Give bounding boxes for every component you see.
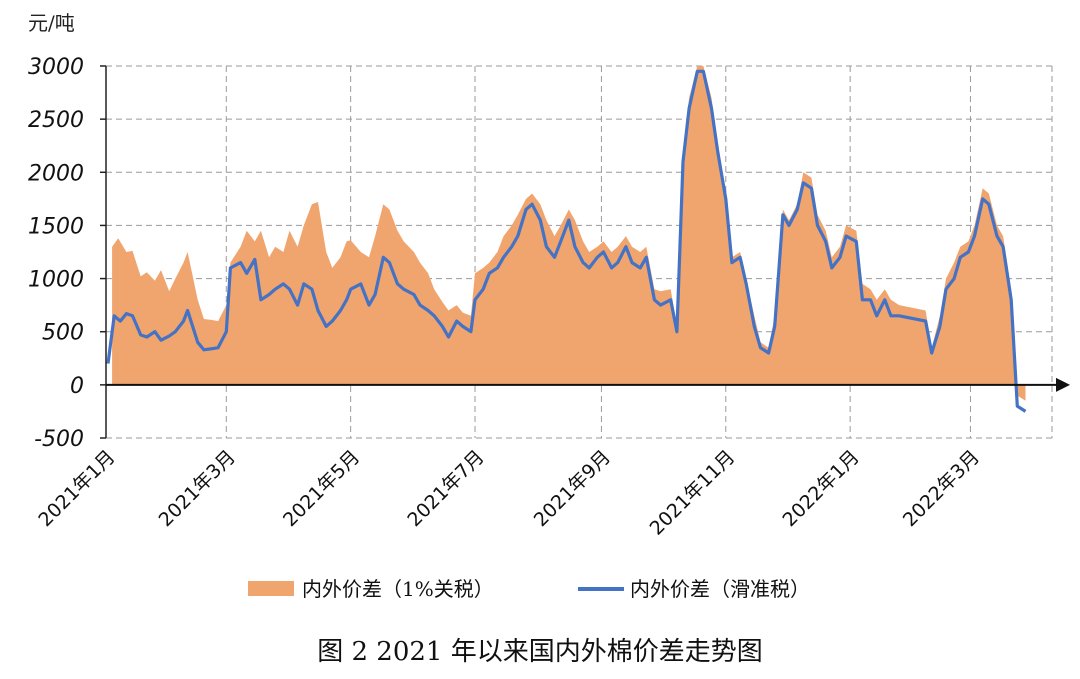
x-tick-label: 2021年5月 <box>279 446 364 531</box>
y-tick-label: -500 <box>34 427 84 452</box>
y-tick-label: 3000 <box>28 55 84 80</box>
x-tick-label: 2021年9月 <box>530 446 615 531</box>
series-line-sliding-tariff <box>106 69 1027 413</box>
y-tick-label: 500 <box>42 321 84 346</box>
y-tick-label: 1000 <box>28 268 84 293</box>
line-layer <box>106 69 1027 413</box>
x-tick-label: 2022年1月 <box>779 446 864 531</box>
x-tick-label: 2021年1月 <box>34 446 119 531</box>
x-tick-label: 2021年3月 <box>155 446 240 531</box>
legend-swatch-area <box>248 581 294 596</box>
area-layer <box>112 66 1026 401</box>
y-tick-label: 2500 <box>28 108 84 133</box>
x-tick-label: 2022年3月 <box>899 446 984 531</box>
y-tick-label: 2000 <box>28 161 84 186</box>
y-tick-label: 1500 <box>28 214 84 239</box>
figure-caption: 图 2 2021 年以来国内外棉价差走势图 <box>317 637 763 667</box>
series-area-1pct-tariff <box>112 66 1026 401</box>
legend-label-area: 内外价差（1%关税） <box>302 577 494 601</box>
x-axis-arrow <box>1056 377 1070 392</box>
y-tick-label: 0 <box>70 374 84 399</box>
x-tick-label: 2021年11月 <box>646 446 740 540</box>
x-tick-label: 2021年7月 <box>403 446 488 531</box>
y-unit-label: 元/吨 <box>28 11 75 35</box>
legend: 内外价差（1%关税） 内外价差（滑准税） <box>248 577 810 601</box>
legend-label-line: 内外价差（滑准税） <box>630 577 810 601</box>
